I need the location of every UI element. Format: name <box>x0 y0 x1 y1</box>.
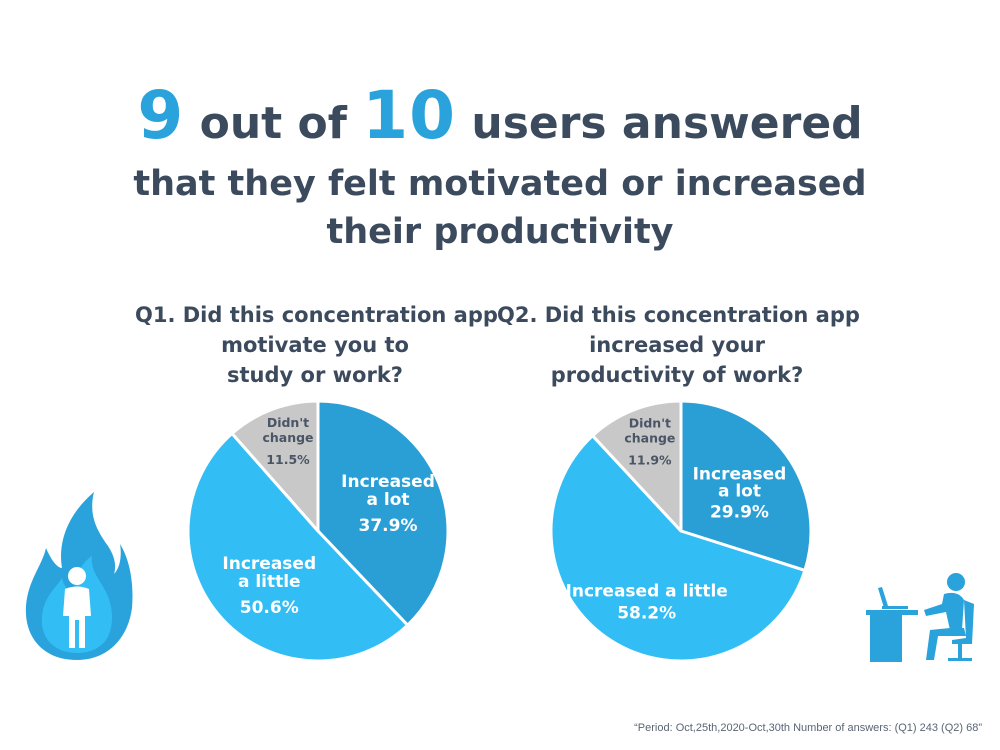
desk-worker-icon <box>866 573 974 662</box>
q2-slice-2-label: Didn't <box>629 415 671 430</box>
headline-text-out-of: out of <box>184 98 363 149</box>
q1-slice-1 <box>186 431 410 663</box>
fire-person-icon <box>25 492 133 660</box>
headline-line3: their productivity <box>326 212 674 252</box>
headline-line1: 9 out of 10 users answered <box>0 80 1000 160</box>
headline-line2: that they felt motivated or increased <box>133 164 867 204</box>
q2-slice-0-label: a lot <box>718 482 761 502</box>
q1-slice-1-label: Increased <box>222 554 316 574</box>
q1-slice-1-value: 50.6% <box>240 598 299 618</box>
q2-slice-1 <box>549 434 807 663</box>
q2-slice-0 <box>679 399 813 572</box>
q2-title: Q2. Did this concentration app increased… <box>497 300 860 390</box>
q1-slice-0-value: 37.9% <box>359 516 418 536</box>
q1-slice-2 <box>230 399 320 533</box>
headline-text-users-answered: users answered <box>456 98 863 149</box>
q1-slice-2-label: change <box>262 430 313 445</box>
q1-title-line2: motivate you to <box>221 333 409 357</box>
q2-slice-0-value: 29.9% <box>710 503 769 523</box>
q1-slice-0-label: a lot <box>367 490 410 510</box>
q1-slice-1-label: a little <box>238 572 301 592</box>
q2-title-line3: productivity of work? <box>550 363 804 387</box>
q2-title-line1: Q2. Did this concentration app <box>497 303 860 327</box>
q2-slice-1-label: Increased a little <box>566 581 728 601</box>
q1-title: Q1. Did this concentration app motivate … <box>135 300 498 390</box>
q1-slice-0-label: Increased <box>341 472 435 492</box>
q1-title-line1: Q1. Did this concentration app <box>135 303 498 327</box>
footnote: “Period: Oct,25th,2020-Oct,30th Number o… <box>634 722 982 734</box>
q1-slice-2-value: 11.5% <box>266 452 310 467</box>
headline-number-9: 9 <box>137 77 185 154</box>
q2-slice-2-value: 11.9% <box>628 452 672 467</box>
q2-slice-0-label: Increased <box>693 465 787 485</box>
q2-slice-1-value: 58.2% <box>617 603 676 623</box>
headline: 9 out of 10 users answered that they fel… <box>0 80 1000 256</box>
q2-slice-2-label: change <box>624 430 675 445</box>
headline-number-10: 10 <box>362 77 457 154</box>
q1-title-line3: study or work? <box>227 363 403 387</box>
q1-slice-0 <box>316 399 450 627</box>
q2-slice-2 <box>591 399 683 533</box>
q2-title-line2: increased your <box>589 333 765 357</box>
q1-slice-2-label: Didn't <box>267 415 309 430</box>
